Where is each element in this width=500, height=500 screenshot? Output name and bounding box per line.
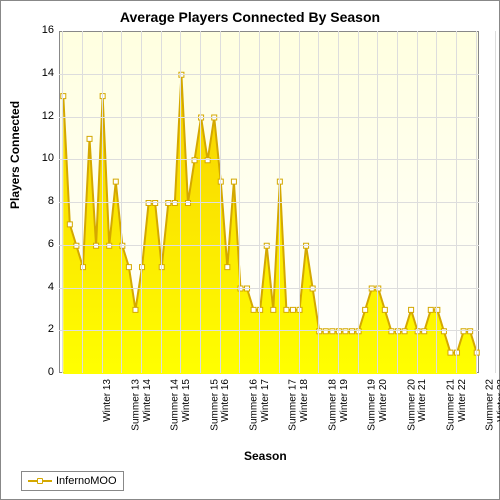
grid-line [495, 31, 496, 373]
data-marker [251, 307, 256, 312]
y-axis-label: Players Connected [8, 189, 22, 209]
grid-line [279, 31, 280, 373]
x-tick-label: Winter 21 [417, 379, 428, 422]
x-tick-label: Summer 18 [328, 379, 339, 431]
grid-line [161, 31, 162, 373]
x-tick-label: Winter 15 [181, 379, 192, 422]
data-marker [126, 265, 131, 270]
grid-line [82, 31, 83, 373]
grid-line [338, 31, 339, 373]
grid-line [476, 31, 477, 373]
grid-line [102, 31, 103, 373]
data-marker [284, 307, 289, 312]
grid-line [456, 31, 457, 373]
chart-title: Average Players Connected By Season [1, 9, 499, 25]
grid-line [417, 31, 418, 373]
x-tick-label: Winter 18 [299, 379, 310, 422]
data-marker [231, 179, 236, 184]
data-marker [87, 136, 92, 141]
legend-marker-icon [37, 478, 43, 484]
grid-line [358, 31, 359, 373]
grid-line [318, 31, 319, 373]
data-marker [225, 265, 230, 270]
data-marker [67, 222, 72, 227]
data-marker [409, 307, 414, 312]
x-tick-label: Winter 17 [260, 379, 271, 422]
x-tick-label: Winter 23 [496, 379, 500, 422]
x-tick-label: Winter 19 [338, 379, 349, 422]
y-tick-label: 16 [29, 24, 54, 36]
grid-line [180, 31, 181, 373]
grid-line [220, 31, 221, 373]
y-tick-label: 4 [29, 281, 54, 293]
grid-line [141, 31, 142, 373]
x-tick-label: Summer 16 [249, 379, 260, 431]
x-tick-label: Summer 22 [485, 379, 496, 431]
grid-line [397, 31, 398, 373]
y-tick-label: 6 [29, 238, 54, 250]
y-tick-label: 0 [29, 366, 54, 378]
x-tick-label: Winter 14 [141, 379, 152, 422]
x-axis-label: Season [244, 449, 287, 463]
data-marker [113, 179, 118, 184]
legend: InfernoMOO [21, 471, 124, 491]
y-tick-label: 14 [29, 67, 54, 79]
data-marker [133, 307, 138, 312]
data-marker [428, 307, 433, 312]
grid-line [299, 31, 300, 373]
legend-label: InfernoMOO [56, 475, 117, 487]
grid-line [62, 31, 63, 373]
chart-container: Average Players Connected By Season Play… [0, 0, 500, 500]
x-tick-label: Summer 19 [367, 379, 378, 431]
y-tick-label: 8 [29, 195, 54, 207]
x-tick-label: Summer 21 [446, 379, 457, 431]
data-marker [363, 307, 368, 312]
x-tick-label: Winter 16 [220, 379, 231, 422]
x-tick-label: Summer 15 [209, 379, 220, 431]
data-marker [290, 307, 295, 312]
legend-swatch [28, 475, 52, 487]
y-tick-label: 12 [29, 110, 54, 122]
y-tick-label: 10 [29, 152, 54, 164]
x-tick-label: Winter 20 [378, 379, 389, 422]
data-marker [382, 307, 387, 312]
x-tick-label: Summer 17 [288, 379, 299, 431]
data-marker [271, 307, 276, 312]
x-tick-label: Summer 20 [406, 379, 417, 431]
x-tick-label: Summer 13 [131, 379, 142, 431]
y-tick-label: 2 [29, 323, 54, 335]
data-marker [448, 350, 453, 355]
grid-line [121, 31, 122, 373]
x-tick-label: Winter 22 [456, 379, 467, 422]
grid-line [436, 31, 437, 373]
x-tick-label: Winter 13 [102, 379, 113, 422]
grid-line [377, 31, 378, 373]
grid-line [200, 31, 201, 373]
grid-line [259, 31, 260, 373]
grid-line [239, 31, 240, 373]
x-tick-label: Summer 14 [170, 379, 181, 431]
